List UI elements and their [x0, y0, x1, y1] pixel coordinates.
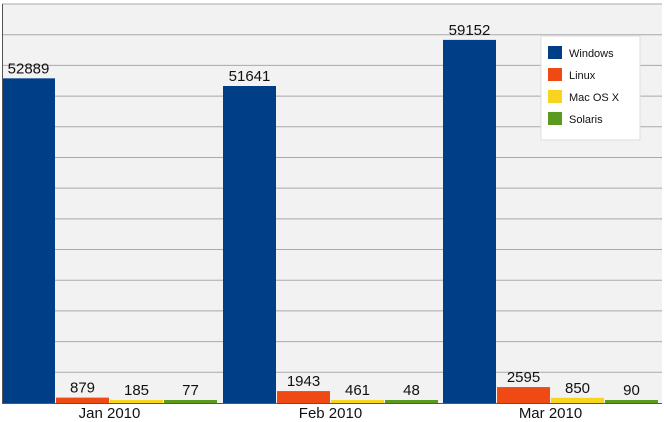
category-label: Feb 2010: [299, 405, 362, 422]
bar-solaris: [605, 400, 658, 403]
bar-value-label: 52889: [8, 60, 50, 77]
legend-label: Windows: [569, 48, 614, 60]
legend-label: Mac OS X: [569, 92, 620, 104]
bar-linux: [497, 387, 550, 403]
bar-value-label: 2595: [507, 369, 540, 386]
data-labels: 52889 879 185 77 51641 1943 461 48 59152 2595 850 9…: [8, 22, 640, 399]
legend-label: Linux: [569, 70, 596, 82]
bar-value-label: 1943: [287, 373, 320, 390]
bar-windows: [443, 39, 496, 403]
bars: [2, 39, 658, 404]
bar-value-label: 48: [403, 382, 420, 399]
bar-mac-os-x: [331, 400, 384, 403]
bar-value-label: 77: [182, 382, 199, 399]
legend-swatch: [548, 90, 562, 103]
bar-mac-os-x: [110, 400, 163, 403]
category-label: Mar 2010: [519, 405, 582, 422]
bar-solaris: [385, 400, 438, 403]
legend-swatch: [548, 46, 562, 59]
legend-swatch: [548, 68, 562, 81]
bar-linux: [277, 391, 330, 403]
bar-windows: [223, 86, 276, 403]
bar-linux: [56, 397, 109, 403]
category-label: Jan 2010: [79, 405, 141, 422]
bar-windows: [2, 78, 55, 404]
x-axis-tick-labels: Jan 2010 Feb 2010 Mar 2010: [79, 405, 583, 422]
bar-value-label: 879: [70, 380, 95, 397]
bar-solaris: [164, 400, 217, 403]
bar-value-label: 185: [124, 382, 149, 399]
legend-label: Solaris: [569, 114, 603, 126]
bar-value-label: 59152: [449, 22, 491, 39]
bar-value-label: 461: [345, 382, 370, 399]
bar-value-label: 90: [623, 382, 640, 399]
bar-mac-os-x: [551, 397, 604, 403]
bar-value-label: 850: [565, 380, 590, 397]
legend-swatch: [548, 112, 562, 125]
bar-value-label: 51641: [229, 68, 271, 85]
legend: Windows Linux Mac OS X Solaris: [540, 35, 641, 141]
